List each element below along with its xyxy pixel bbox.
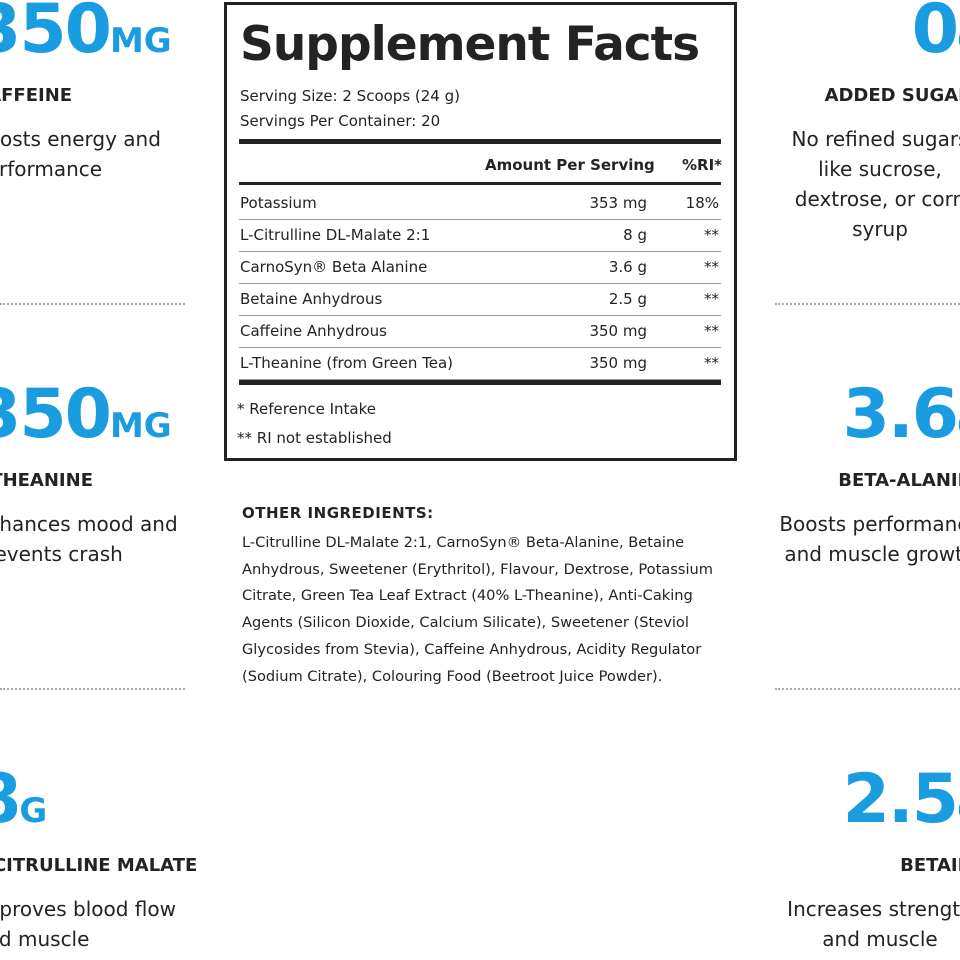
amount: 350MG — [0, 0, 214, 77]
ingredient: Betaine Anhydrous — [240, 290, 383, 308]
amount-unit: G — [957, 791, 960, 831]
amount: 2.5G — [745, 764, 960, 847]
ingredient: L-Citrulline DL-Malate 2:1 — [240, 226, 431, 244]
amount: 3.6 g — [608, 258, 647, 276]
amount: 8G — [0, 764, 214, 847]
column-header: Amount Per Serving — [485, 156, 655, 174]
feature: 8G L-CITRULLINE MALATE Improves blood flow… — [0, 764, 214, 960]
footnote: * Reference Intake — [237, 400, 376, 418]
feature-label: L-THEANINE — [0, 470, 93, 491]
supplement-facts: Supplement Facts Serving Size: 2 Scoops … — [224, 2, 737, 461]
amount: 0G — [745, 0, 960, 77]
divider — [775, 303, 960, 305]
amount: 350 mg — [589, 354, 647, 372]
rule — [239, 380, 721, 385]
feature-description: Boosts performance and muscle growth — [779, 512, 960, 566]
facts-title: Supplement Facts — [240, 17, 700, 72]
feature: 350MG L-THEANINE Enhances mood and prevent… — [0, 379, 214, 569]
amount-unit: MG — [109, 406, 172, 446]
feature: 350MG CAFFEINE Boosts energy and performan… — [0, 0, 214, 184]
feature-label: ADDED SUGARS — [824, 85, 960, 106]
rule — [239, 139, 721, 144]
amount-value: 350 — [0, 0, 112, 69]
other-ingredients: OTHER INGREDIENTS: L-Citrulline DL-Malat… — [242, 504, 722, 690]
amount-unit: G — [957, 21, 960, 61]
amount-value: 350 — [0, 375, 112, 454]
heading: OTHER INGREDIENTS: — [242, 504, 434, 522]
feature-label: L-CITRULLINE MALATE — [0, 855, 198, 876]
footnote: ** RI not established — [237, 429, 392, 447]
ri: 18% — [685, 194, 719, 212]
amount: 2.5 g — [608, 290, 647, 308]
ri: ** — [704, 290, 719, 308]
divider — [0, 688, 185, 690]
servings-per-container: Servings Per Container: 20 — [240, 112, 441, 130]
feature-label: CAFFEINE — [0, 85, 73, 106]
amount: 3.6G — [745, 379, 960, 462]
amount-value: 0 — [911, 0, 959, 69]
feature: 3.6G BETA-ALANINE Boosts performance and m… — [745, 379, 960, 569]
facts-row: L-Citrulline DL-Malate 2:1 8 g ** — [239, 219, 721, 252]
divider — [775, 688, 960, 690]
amount-value: 2.5 — [842, 760, 959, 839]
amount-value: 8 — [0, 760, 21, 839]
feature-label: BETAINE — [900, 855, 960, 876]
feature-label: BETA-ALANINE — [838, 470, 960, 491]
rule — [239, 182, 721, 185]
ri: ** — [704, 354, 719, 372]
ingredient: L-Theanine (from Green Tea) — [240, 354, 454, 372]
ingredient: CarnoSyn® Beta Alanine — [240, 258, 428, 276]
feature-description: Enhances mood and prevents crash — [0, 512, 178, 566]
amount: 350MG — [0, 379, 214, 462]
facts-row: L-Theanine (from Green Tea) 350 mg ** — [239, 347, 721, 380]
facts-row: Potassium 353 mg 18% — [239, 187, 721, 220]
ingredients-text: L-Citrulline DL-Malate 2:1, CarnoSyn® Be… — [242, 534, 713, 685]
feature-description: Boosts energy and performance — [0, 127, 161, 181]
feature-description: No refined sugars like sucrose, dextrose… — [791, 127, 960, 241]
amount: 353 mg — [589, 194, 647, 212]
feature: 2.5G BETAINE Increases strength and muscle… — [745, 764, 960, 960]
facts-row: Betaine Anhydrous 2.5 g ** — [239, 283, 721, 316]
amount-unit: G — [19, 791, 48, 831]
column-header: %RI* — [682, 156, 723, 174]
divider — [0, 303, 185, 305]
amount-value: 3.6 — [842, 375, 959, 454]
facts-row: Caffeine Anhydrous 350 mg ** — [239, 315, 721, 348]
serving-size: Serving Size: 2 Scoops (24 g) — [240, 87, 460, 105]
feature-description: Increases strength and muscle endurance — [787, 897, 960, 960]
amount-unit: MG — [109, 21, 172, 61]
ingredient: Caffeine Anhydrous — [240, 322, 387, 340]
amount: 350 mg — [589, 322, 647, 340]
feature: 0G ADDED SUGARS No refined sugars like suc… — [745, 0, 960, 244]
ri: ** — [704, 322, 719, 340]
ingredient: Potassium — [240, 194, 317, 212]
amount: 8 g — [623, 226, 647, 244]
ri: ** — [704, 226, 719, 244]
feature-description: Improves blood flow and muscle endurance — [0, 897, 176, 960]
facts-row: CarnoSyn® Beta Alanine 3.6 g ** — [239, 251, 721, 284]
amount-unit: G — [957, 406, 960, 446]
ri: ** — [704, 258, 719, 276]
